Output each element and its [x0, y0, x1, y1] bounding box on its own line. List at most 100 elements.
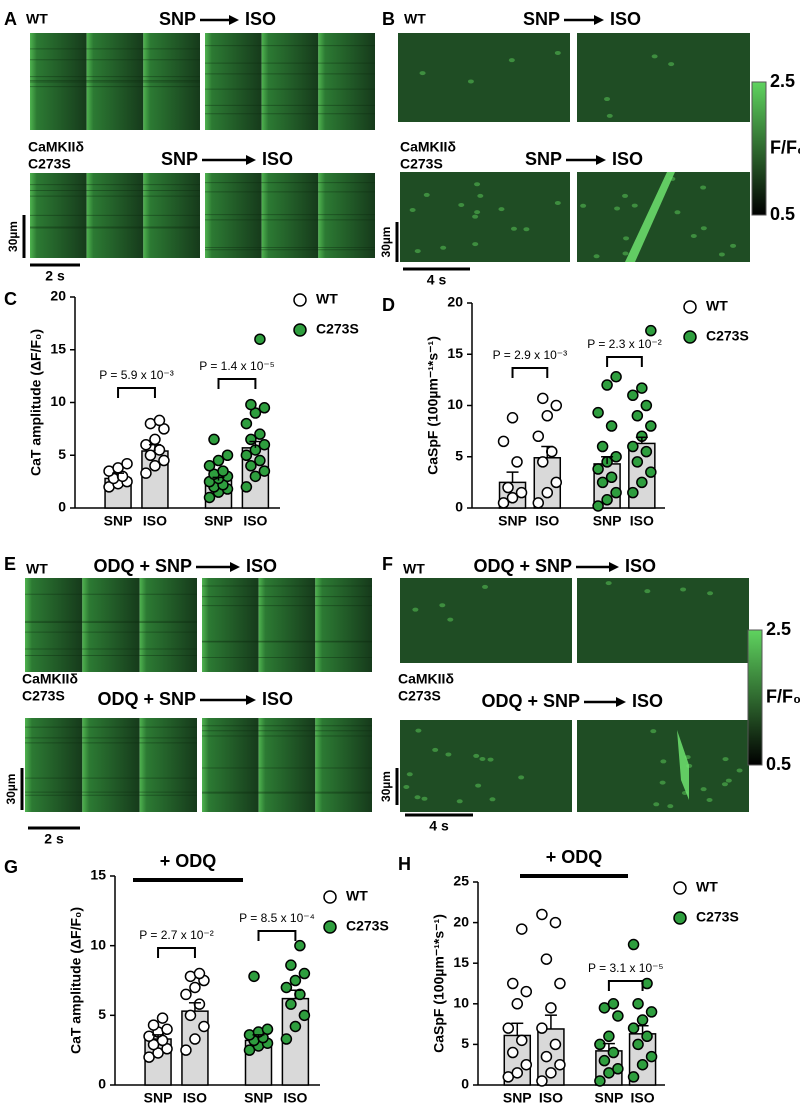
y-tick-label: 5 — [461, 1035, 469, 1051]
data-point — [594, 1038, 606, 1051]
genotype: CaMKIIδ — [400, 139, 456, 155]
treatment-after: ISO — [245, 9, 276, 29]
data-point — [511, 998, 524, 1010]
kymograph-beat — [139, 578, 197, 672]
arrow-head — [596, 155, 606, 165]
y-tick-label: 20 — [50, 288, 66, 304]
spark — [554, 50, 561, 55]
data-point — [258, 402, 271, 414]
spark — [674, 210, 681, 215]
data-point — [502, 1022, 515, 1034]
spark — [580, 203, 587, 208]
data-point — [285, 959, 297, 971]
spark — [412, 607, 419, 612]
arrow-head — [230, 562, 240, 572]
kymograph — [577, 578, 749, 663]
y-tick-label: 5 — [98, 1006, 106, 1022]
legend-label: WT — [706, 298, 728, 314]
data-point — [536, 1075, 548, 1087]
data-point — [540, 1050, 553, 1063]
spark — [406, 772, 413, 777]
scale-label-x: 4 s — [427, 272, 447, 288]
data-point — [641, 1030, 653, 1043]
panel-letter: A — [4, 9, 17, 29]
kymograph-beat — [205, 173, 262, 258]
y-tick-label: 15 — [90, 867, 106, 883]
data-point — [603, 1030, 615, 1043]
spark — [730, 243, 737, 248]
x-tick-label: SNP — [144, 1090, 173, 1106]
x-tick-label: SNP — [595, 1090, 624, 1106]
data-point — [592, 406, 604, 419]
data-point — [596, 476, 609, 489]
data-point — [184, 1009, 197, 1022]
colorbar — [747, 629, 763, 766]
data-point — [143, 1030, 155, 1042]
data-point — [144, 449, 157, 461]
spark — [510, 226, 517, 231]
chart-header: + ODQ — [160, 851, 217, 871]
kymograph-beat — [261, 173, 319, 258]
data-point — [515, 486, 528, 499]
kymograph — [400, 720, 572, 812]
spark — [707, 591, 714, 596]
genotype: C273S — [28, 156, 71, 172]
kymograph-beat — [202, 578, 259, 672]
y-tick-label: 15 — [447, 345, 463, 361]
data-point — [627, 1071, 640, 1083]
legend-marker — [323, 890, 337, 904]
y-tick-label: 10 — [50, 393, 66, 409]
kymograph-beat — [143, 33, 200, 130]
colorbar-label: F/F₀ — [770, 137, 800, 157]
p-value: P = 2.3 x 10⁻² — [587, 337, 662, 351]
data-point — [280, 981, 293, 994]
x-tick-label: ISO — [143, 513, 167, 529]
spark — [479, 757, 486, 762]
colorbar-tick: 2.5 — [766, 619, 791, 639]
spark — [667, 804, 674, 809]
spark — [456, 799, 463, 804]
data-point — [645, 1006, 658, 1018]
spark — [700, 185, 707, 190]
kymograph-beat — [315, 578, 372, 672]
kymograph — [400, 172, 570, 262]
legend-marker — [293, 323, 307, 337]
data-point — [640, 399, 653, 412]
kymograph-beat — [261, 33, 319, 130]
data-point — [208, 433, 220, 446]
y-tick-label: 10 — [453, 995, 469, 1011]
scale-label-x: 4 s — [429, 818, 449, 834]
genotype: CaMKIIδ — [398, 671, 454, 687]
p-value: P = 2.7 x 10⁻² — [139, 928, 214, 942]
spark — [700, 226, 707, 231]
data-point — [254, 428, 266, 440]
genotype: C273S — [398, 688, 441, 704]
p-value: P = 1.4 x 10⁻⁵ — [199, 359, 274, 373]
data-point — [294, 939, 306, 952]
spark — [653, 802, 660, 807]
y-axis-label: CaT amplitude (ΔF/F₀) — [28, 329, 44, 476]
colorbar-tick: 0.5 — [766, 754, 791, 774]
spark — [706, 798, 713, 803]
spark — [721, 782, 728, 787]
spark — [508, 58, 515, 63]
genotype: CaMKIIδ — [28, 139, 84, 155]
spark — [474, 210, 481, 215]
y-tick-label: 5 — [58, 446, 66, 462]
arrow-head — [609, 562, 619, 572]
kymograph-beat — [205, 33, 262, 130]
scale-label-y: 30µm — [4, 774, 18, 805]
treatment-after: ISO — [632, 691, 663, 711]
spark — [604, 97, 611, 102]
scale-label-y: 30µm — [379, 227, 393, 258]
data-point — [645, 324, 657, 337]
data-point — [180, 988, 192, 1001]
data-point — [212, 454, 225, 467]
spark — [518, 775, 525, 780]
legend-label: C273S — [316, 321, 359, 337]
spark — [440, 245, 447, 250]
spark — [473, 753, 480, 758]
spark — [690, 233, 697, 238]
significance-bracket — [117, 387, 156, 398]
